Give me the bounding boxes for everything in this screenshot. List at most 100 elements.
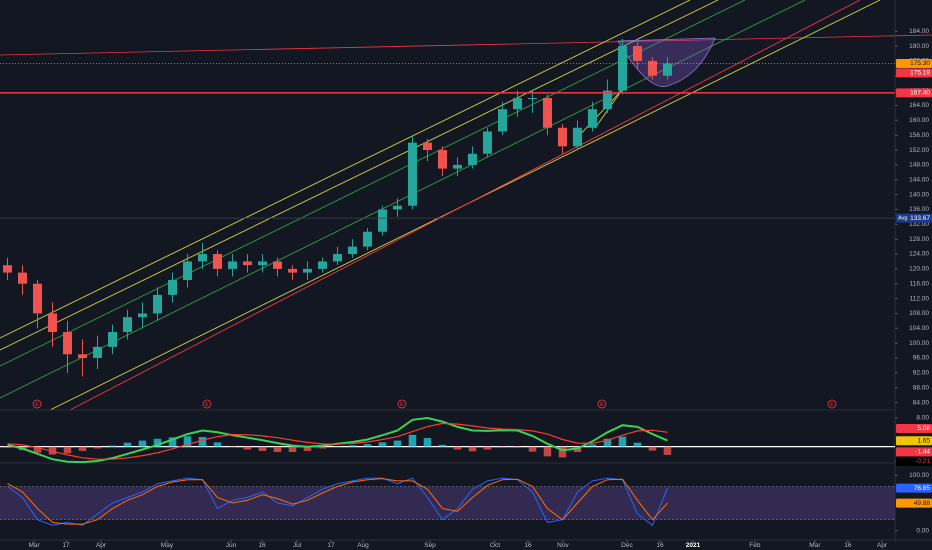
histogram-bar xyxy=(108,445,117,447)
histogram-bar xyxy=(648,446,657,451)
price-label-box xyxy=(896,68,932,78)
candle-body xyxy=(557,127,567,147)
y-tick-label: 92.00 xyxy=(913,370,930,377)
histogram-bar xyxy=(618,436,627,447)
candle-body xyxy=(377,209,387,232)
candle-body xyxy=(152,294,162,314)
price-label-box xyxy=(896,88,932,98)
x-tick-label: Aug xyxy=(357,542,369,549)
trend-line xyxy=(0,0,691,339)
price-label-box xyxy=(896,213,932,223)
x-tick-label: 16 xyxy=(844,542,852,549)
price-label: 175.30 xyxy=(910,60,930,67)
y-tick-label: 96.00 xyxy=(913,355,930,362)
band xyxy=(0,486,895,520)
y-tick-label: 104.00 xyxy=(909,325,929,332)
price-label: -0.21 xyxy=(915,458,930,465)
event-label: E xyxy=(35,402,39,408)
y-tick-label: 156.00 xyxy=(909,132,929,139)
histogram-bar xyxy=(93,446,102,449)
candle-body xyxy=(542,98,552,128)
candle-body xyxy=(647,60,657,76)
price-label-box xyxy=(896,498,932,508)
histogram-bar xyxy=(3,446,12,448)
indicator-line xyxy=(7,478,668,525)
histogram-bar xyxy=(483,446,492,450)
histogram-bar xyxy=(243,446,252,450)
y-tick-label: 0.00 xyxy=(916,527,929,534)
histogram-bar xyxy=(273,446,282,453)
histogram-bar xyxy=(558,446,567,458)
candle-body xyxy=(437,150,447,169)
trend-line xyxy=(0,0,719,351)
y-tick-label: 128.00 xyxy=(909,236,929,243)
price-label-name: Avg xyxy=(898,216,907,222)
candle-body xyxy=(2,265,12,273)
candle-body xyxy=(182,261,192,281)
price-label: 1.65 xyxy=(917,437,930,444)
y-tick-label: 132.00 xyxy=(909,221,929,228)
price-label-box xyxy=(896,436,932,446)
y-tick-label: 100.00 xyxy=(909,340,929,347)
price-label: 49.88 xyxy=(914,500,931,507)
candle-body xyxy=(302,268,312,273)
candle-body xyxy=(137,313,147,318)
histogram-bar xyxy=(393,440,402,447)
y-tick-label: 108.00 xyxy=(909,310,929,317)
x-tick-label: Apr xyxy=(96,542,107,549)
y-tick-label: 160.00 xyxy=(909,117,929,124)
candle-body xyxy=(422,142,432,151)
price-label: -1.44 xyxy=(915,449,930,456)
candle-body xyxy=(317,261,327,269)
trend-line xyxy=(69,0,861,411)
candle-body xyxy=(572,127,582,147)
drawings xyxy=(0,0,932,411)
candle-body xyxy=(587,109,597,128)
x-tick-label: Sep xyxy=(424,542,436,549)
event-label: E xyxy=(830,402,834,408)
candle-body xyxy=(392,205,402,210)
candle-body xyxy=(497,109,507,132)
price-label-box xyxy=(896,456,932,466)
y-tick-label: 100.00 xyxy=(909,472,929,479)
candle-body xyxy=(287,268,297,273)
x-tick-label: 16 xyxy=(524,542,532,549)
x-tick-label: Nov xyxy=(557,542,569,549)
candle-body xyxy=(257,261,267,266)
x-tick-label: Feb xyxy=(749,542,761,549)
y-tick-label: 120.00 xyxy=(909,266,929,273)
price-label: 175.19 xyxy=(910,70,930,77)
x-tick-label: Jun xyxy=(226,542,237,549)
event-marker xyxy=(597,399,607,409)
candle-body xyxy=(32,283,42,314)
histogram-bar xyxy=(288,446,297,453)
histogram-bar xyxy=(438,444,447,447)
x-tick-label: 17 xyxy=(327,542,335,549)
candle-body xyxy=(617,46,627,91)
histogram-bar xyxy=(33,446,42,453)
y-tick-label: 164.00 xyxy=(909,102,929,109)
y-tick-label: 148.00 xyxy=(909,162,929,169)
y-tick-label: 84.00 xyxy=(913,399,930,406)
histogram-bar xyxy=(633,442,642,447)
candle-body xyxy=(17,272,27,284)
candle-body xyxy=(362,231,372,247)
candle-body xyxy=(632,46,642,61)
price-label: 76.85 xyxy=(914,485,931,492)
y-tick-label: 124.00 xyxy=(909,251,929,258)
price-label: 5.08 xyxy=(917,425,930,432)
event-marker xyxy=(827,399,837,409)
price-label-box xyxy=(896,447,932,457)
candle-body xyxy=(47,313,57,333)
y-tick-label: 180.00 xyxy=(909,43,929,50)
histogram-bar xyxy=(498,446,507,448)
histogram-bar xyxy=(453,446,462,450)
histogram-bar xyxy=(663,446,672,455)
y-tick-label: 116.00 xyxy=(910,280,930,287)
y-tick-label: 140.00 xyxy=(909,191,929,198)
x-tick-label: 16 xyxy=(258,542,266,549)
candle-body xyxy=(407,142,417,206)
cup-drawing xyxy=(617,37,716,87)
